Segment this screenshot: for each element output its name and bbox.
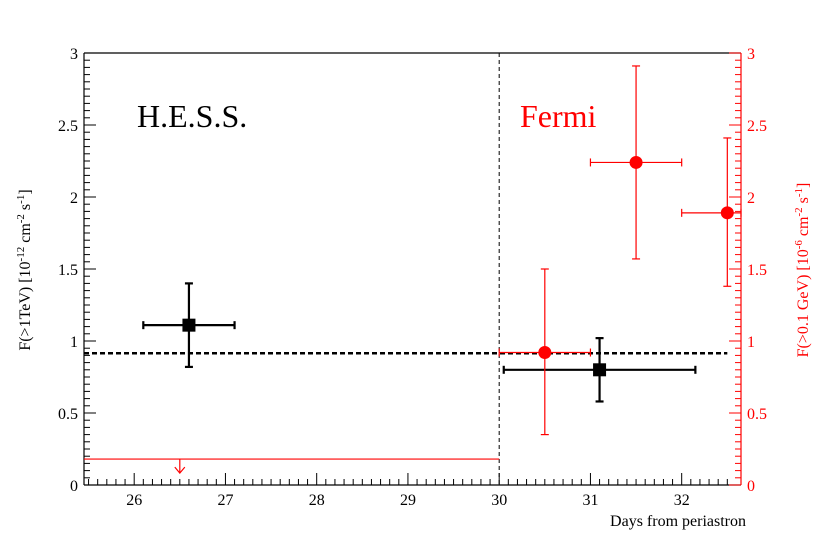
left-tick-label: 2 xyxy=(70,190,78,207)
fermi-data-point xyxy=(498,268,592,436)
left-tick-label: 1.5 xyxy=(58,262,78,279)
right-tick-label: 0 xyxy=(747,478,755,495)
left-tick-label: 2.5 xyxy=(58,118,78,135)
axis-title-superscript: -12 xyxy=(15,247,27,262)
axis-title-superscript: -2 xyxy=(15,214,27,223)
right-tick-label: 3 xyxy=(747,46,755,63)
fermi-data-point xyxy=(681,137,742,287)
x-tick-label: 31 xyxy=(582,492,598,509)
axis-title-superscript: -1 xyxy=(793,188,805,197)
axis-title-part: ] xyxy=(795,183,812,188)
data-series xyxy=(84,65,742,475)
left-tick-label: 3 xyxy=(70,46,78,63)
left-y-axis: 0 0.5 1 1.5 2 2.5 3 xyxy=(58,46,96,495)
right-tick-label: 1.5 xyxy=(747,262,767,279)
hess-label: H.E.S.S. xyxy=(137,98,247,134)
axis-title-part: F(>1TeV) [10 xyxy=(17,261,34,350)
axis-title-part: cm xyxy=(17,223,34,247)
right-y-axis-title: F(>0.1 GeV) [10-6 cm-2 s-1] xyxy=(793,183,812,358)
hess-data-point xyxy=(502,337,697,403)
right-tick-label: 2.5 xyxy=(747,118,767,135)
left-y-axis-title: F(>1TeV) [10-12 cm-2 s-1] xyxy=(15,189,34,350)
x-tick-label: 30 xyxy=(491,492,507,509)
x-tick-label: 32 xyxy=(674,492,690,509)
left-tick-label: 0.5 xyxy=(58,406,78,423)
right-tick-label: 1 xyxy=(747,334,755,351)
x-axis-title: Days from periastron xyxy=(610,513,746,530)
right-tick-label: 0.5 xyxy=(747,406,767,423)
x-tick-label: 28 xyxy=(309,492,325,509)
square-marker xyxy=(182,318,196,332)
axis-title-superscript: -2 xyxy=(793,207,805,216)
circle-marker xyxy=(720,206,734,220)
square-marker xyxy=(593,363,607,377)
right-tick-label: 2 xyxy=(747,190,755,207)
reference-lines xyxy=(84,53,728,485)
circle-marker xyxy=(538,346,552,360)
x-tick-label: 27 xyxy=(217,492,233,509)
right-y-axis: 0 0.5 1 1.5 2 2.5 3 xyxy=(729,46,767,495)
axis-title-superscript: -6 xyxy=(793,240,805,250)
x-tick-label: 26 xyxy=(126,492,142,509)
circle-marker xyxy=(629,155,643,169)
axis-title-superscript: -1 xyxy=(15,195,27,204)
fermi-data-point xyxy=(589,65,683,260)
x-axis: 26 27 28 29 30 31 32 xyxy=(88,473,728,509)
axis-title-part: F(>0.1 GeV) [10 xyxy=(795,249,812,357)
hess-data-point xyxy=(142,282,236,369)
fermi-label: Fermi xyxy=(520,98,597,134)
axis-title-part: s xyxy=(795,197,812,207)
x-tick-label: 29 xyxy=(400,492,416,509)
left-tick-label: 1 xyxy=(70,334,78,351)
upper-limit-arrow-head xyxy=(174,466,186,475)
axis-title-part: ] xyxy=(17,189,34,194)
left-tick-label: 0 xyxy=(70,478,78,495)
axis-title-part: cm xyxy=(795,216,812,240)
axis-title-part: s xyxy=(17,204,34,214)
